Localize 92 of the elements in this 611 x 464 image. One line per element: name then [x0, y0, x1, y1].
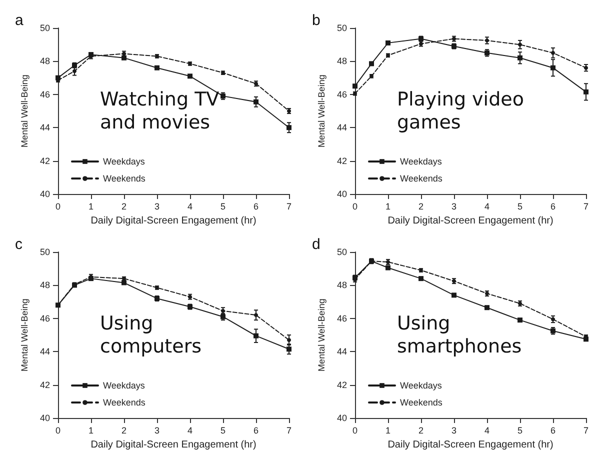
point: [287, 338, 291, 342]
x-tick-label: 2: [121, 202, 127, 212]
x-tick-label: 1: [385, 426, 391, 436]
point: [550, 65, 556, 70]
x-tick-label: 7: [583, 426, 589, 436]
y-tick-label: 50: [40, 247, 50, 257]
y-tick-label: 48: [40, 56, 50, 66]
x-tick-label: 3: [451, 426, 457, 436]
y-tick-label: 42: [40, 380, 50, 390]
x-tick-label: 0: [55, 202, 61, 212]
legend-label: Weekdays: [103, 156, 146, 166]
annotation: Using computers: [100, 312, 202, 358]
x-tick-label: 1: [88, 426, 94, 436]
point: [584, 89, 588, 94]
annotation: Watching TV and movies: [100, 88, 226, 134]
x-tick-label: 6: [253, 202, 259, 212]
x-tick-label: 5: [517, 202, 523, 212]
y-axis-title: Mental Well-Being: [316, 298, 327, 372]
y-tick-label: 46: [336, 313, 347, 324]
legend-label: Weekdays: [400, 156, 442, 166]
y-tick-label: 42: [336, 156, 347, 166]
y-axis-title: Mental Well-Being: [20, 74, 30, 148]
y-tick-label: 40: [336, 189, 347, 199]
x-tick-label: 5: [517, 426, 523, 436]
y-tick-label: 44: [40, 122, 50, 133]
x-tick-label: 1: [385, 202, 391, 212]
point: [518, 55, 522, 60]
y-tick-label: 50: [336, 23, 347, 33]
x-tick-label: 4: [187, 202, 193, 212]
x-tick-label: 3: [451, 202, 457, 212]
legend-label: Weekends: [103, 398, 146, 408]
x-tick-label: 3: [154, 202, 160, 212]
y-tick-label: 50: [40, 23, 50, 33]
y-axis-title: Mental Well-Being: [20, 298, 30, 372]
x-axis-title: Daily Digital-Screen Engagement (hr): [388, 215, 554, 226]
point: [254, 99, 258, 104]
y-tick-label: 40: [336, 413, 347, 423]
x-tick-label: 6: [550, 426, 556, 436]
y-tick-label: 40: [40, 413, 50, 423]
x-axis-title: Daily Digital-Screen Engagement (hr): [90, 215, 256, 226]
x-tick-label: 0: [352, 426, 358, 436]
annotation: Using smartphones: [397, 312, 522, 358]
x-tick-label: 2: [418, 202, 424, 212]
x-tick-label: 7: [583, 202, 589, 212]
y-tick-label: 44: [40, 346, 50, 357]
x-tick-label: 4: [187, 426, 193, 436]
chart-title: a: [15, 12, 24, 29]
legend-label: Weekends: [400, 398, 443, 408]
y-tick-label: 44: [336, 122, 347, 133]
x-tick-label: 4: [484, 426, 490, 436]
x-tick-label: 5: [220, 426, 226, 436]
x-tick-label: 5: [220, 202, 226, 212]
x-axis-title: Daily Digital-Screen Engagement (hr): [388, 439, 554, 450]
x-tick-label: 7: [286, 426, 292, 436]
legend-label: Weekdays: [400, 380, 442, 390]
point: [254, 313, 258, 318]
point: [286, 125, 292, 130]
y-tick-label: 48: [40, 280, 50, 290]
x-tick-label: 7: [286, 202, 292, 212]
x-tick-label: 0: [55, 426, 61, 436]
point: [518, 42, 522, 47]
point: [551, 50, 555, 55]
y-tick-label: 42: [336, 380, 347, 390]
point: [286, 346, 292, 352]
y-tick-label: 50: [336, 247, 347, 257]
y-tick-label: 42: [40, 156, 50, 166]
chart-title: c: [15, 236, 23, 253]
point: [72, 69, 76, 74]
y-tick-label: 44: [336, 346, 347, 357]
y-tick-label: 48: [336, 56, 347, 66]
y-axis-title: Mental Well-Being: [316, 74, 327, 148]
y-tick-label: 48: [336, 280, 347, 290]
legend-label: Weekdays: [103, 380, 146, 390]
x-axis-title: Daily Digital-Screen Engagement (hr): [90, 439, 256, 450]
y-tick-label: 46: [336, 89, 347, 100]
x-tick-label: 0: [352, 202, 358, 212]
chart-title: d: [312, 236, 320, 253]
y-tick-label: 40: [40, 189, 50, 199]
annotation: Playing video games: [397, 88, 530, 134]
x-tick-label: 2: [418, 426, 424, 436]
x-tick-label: 6: [253, 426, 259, 436]
point: [254, 333, 258, 338]
x-tick-label: 4: [484, 202, 490, 212]
x-tick-label: 2: [121, 426, 127, 436]
y-tick-label: 46: [40, 89, 50, 100]
chart-title: b: [312, 12, 320, 29]
legend-label: Weekends: [400, 174, 443, 184]
x-tick-label: 3: [154, 426, 160, 436]
y-tick-label: 46: [40, 313, 50, 324]
x-tick-label: 1: [88, 202, 94, 212]
legend-label: Weekends: [103, 174, 146, 184]
x-tick-label: 6: [550, 202, 556, 212]
